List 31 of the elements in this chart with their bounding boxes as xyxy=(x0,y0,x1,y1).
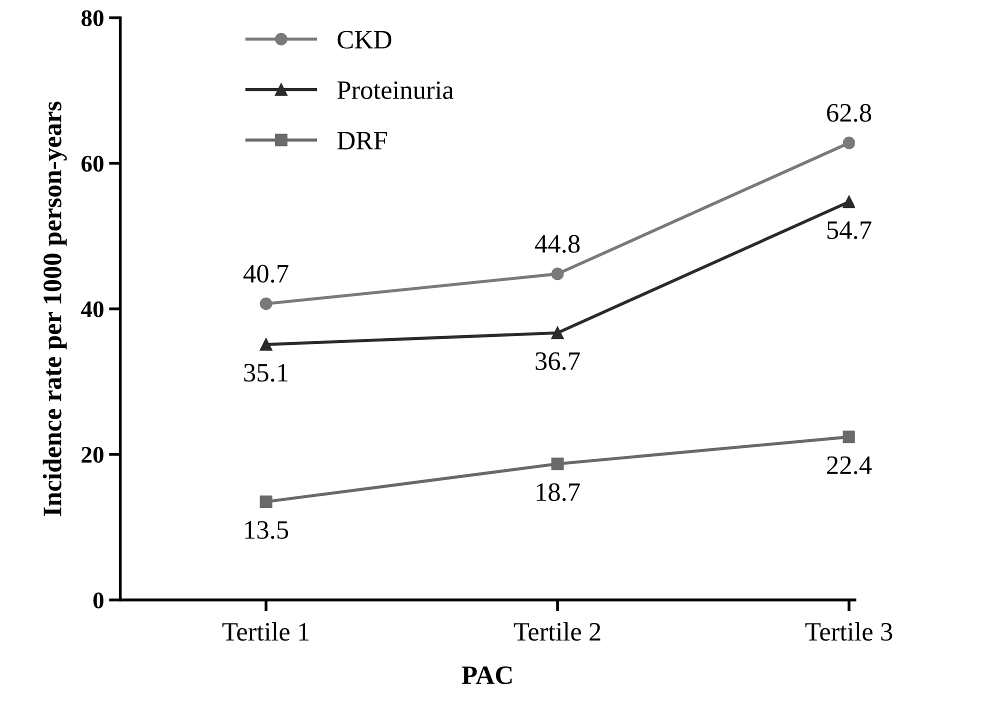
point xyxy=(260,338,272,351)
y-tick-label: 40 xyxy=(81,301,104,318)
y-tick-label: 60 xyxy=(82,156,104,172)
point xyxy=(551,268,564,280)
x-tick-label: Tertile 3 xyxy=(805,622,892,641)
data-label: 35.1 xyxy=(244,364,288,382)
y-axis-title: Incidence rate per 1000 person-years xyxy=(42,102,67,516)
x-axis-title: PAC xyxy=(462,666,512,684)
legend-label: DRF xyxy=(337,132,387,150)
legend-label: Proteinuria xyxy=(337,81,454,100)
legend-label: CKD xyxy=(338,30,392,49)
data-label: 54.7 xyxy=(827,221,872,240)
data-label: 62.8 xyxy=(827,104,872,122)
y-tick-label: 80 xyxy=(81,10,104,26)
point xyxy=(842,196,855,208)
point xyxy=(551,458,564,470)
data-label: 44.8 xyxy=(534,234,580,253)
y-tick-label: 20 xyxy=(82,446,104,463)
data-label: 13.5 xyxy=(245,521,288,539)
x-tick-label: Tertile 2 xyxy=(514,622,600,641)
point xyxy=(260,495,272,508)
point xyxy=(842,136,855,150)
data-label: 22.4 xyxy=(827,456,872,474)
point xyxy=(551,326,564,340)
data-label: 18.7 xyxy=(536,483,580,502)
data-label: 40.7 xyxy=(243,264,288,283)
y-tick-label: 0 xyxy=(93,592,104,608)
point xyxy=(260,298,272,310)
data-label: 36.7 xyxy=(536,352,580,370)
x-tick-label: Tertile 1 xyxy=(222,622,309,641)
point xyxy=(842,430,855,444)
